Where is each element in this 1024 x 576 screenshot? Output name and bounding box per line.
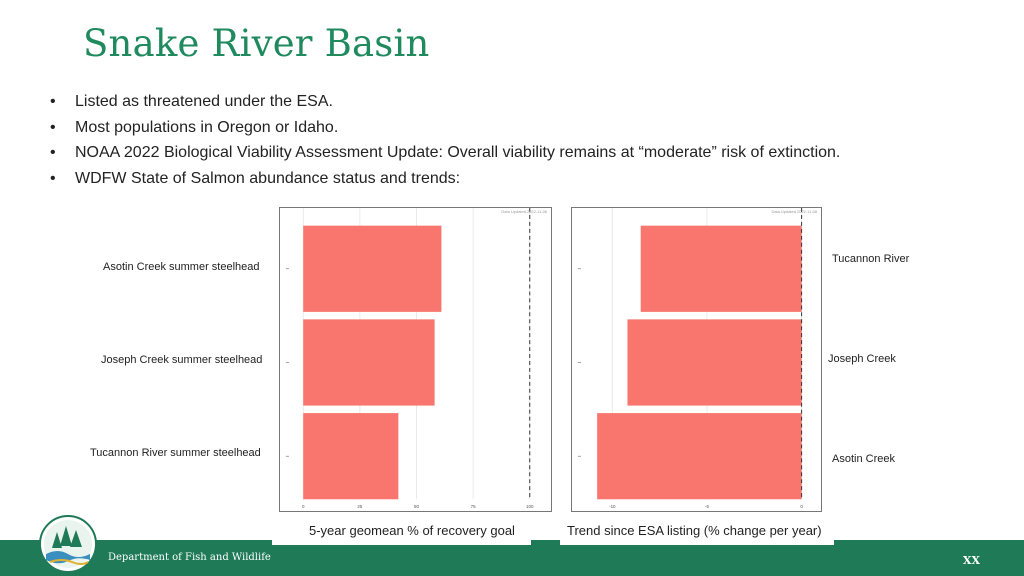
footer-accent — [531, 540, 560, 545]
category-label: Tucannon River — [832, 253, 910, 265]
page-number: XX — [962, 554, 980, 567]
bar — [303, 413, 399, 500]
bar — [627, 319, 802, 406]
tick-label: 0 — [302, 504, 305, 509]
bar — [597, 413, 802, 500]
tick-label: 0 — [800, 504, 803, 509]
tick-label: 50 — [414, 504, 419, 509]
tick-label: -10 — [609, 504, 616, 509]
tick-label: 75 — [471, 504, 476, 509]
tick-label: 100 — [526, 504, 534, 509]
bullet-item: NOAA 2022 Biological Viability Assessmen… — [50, 140, 840, 166]
x-axis-title: Trend since ESA listing (% change per ye… — [567, 523, 822, 538]
data-updated-note: Data Updated 2022-11-08 — [771, 209, 817, 214]
x-axis-title: 5-year geomean % of recovery goal — [309, 523, 515, 538]
category-label: Tucannon River summer steelhead — [90, 447, 261, 459]
bar — [303, 225, 442, 312]
chart-trend: -10 -5 0 Data Updated 2022-11-08 — [571, 207, 822, 512]
chart-recovery-goal-plot: 0 25 50 75 100 Data Updated 2022-11-08 — [285, 208, 548, 509]
footer-accent — [834, 540, 1024, 545]
tick-label: 25 — [357, 504, 362, 509]
chart-recovery-goal: 0 25 50 75 100 Data Updated 2022-11-08 — [279, 207, 552, 512]
footer-accent — [0, 540, 272, 545]
slide-title: Snake River Basin — [83, 22, 430, 65]
category-label: Joseph Creek — [828, 353, 896, 365]
footer-org-name: Department of Fish and Wildlife — [108, 552, 271, 563]
bullet-item: Most populations in Oregon or Idaho. — [50, 115, 840, 141]
bar — [303, 319, 435, 406]
category-label: Joseph Creek summer steelhead — [101, 354, 263, 366]
bullet-item: Listed as threatened under the ESA. — [50, 89, 840, 115]
category-label: Asotin Creek — [832, 453, 895, 465]
category-label: Asotin Creek summer steelhead — [103, 261, 260, 273]
bullet-item: WDFW State of Salmon abundance status an… — [50, 166, 840, 192]
footer-bar — [0, 545, 1024, 576]
agency-logo — [39, 515, 97, 573]
bullet-list: Listed as threatened under the ESA. Most… — [50, 89, 840, 191]
chart-trend-plot: -10 -5 0 Data Updated 2022-11-08 — [577, 208, 818, 509]
tick-label: -5 — [705, 504, 709, 509]
bar — [640, 225, 802, 312]
data-updated-note: Data Updated 2022-11-08 — [501, 209, 547, 214]
